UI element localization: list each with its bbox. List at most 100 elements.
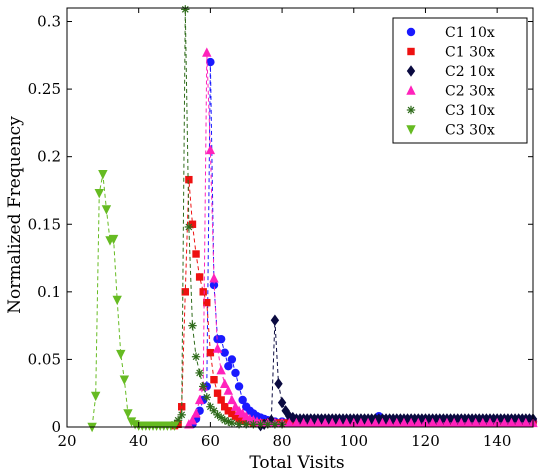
data-point <box>485 417 495 428</box>
data-point <box>427 417 438 428</box>
data-point <box>223 385 234 395</box>
asterisk-stroke <box>210 407 218 415</box>
series-c2-30x <box>184 47 538 429</box>
legend-marker <box>406 27 416 37</box>
data-point <box>341 417 352 428</box>
data-point <box>188 321 197 330</box>
data-point <box>119 375 130 385</box>
legend-marker <box>406 125 416 135</box>
legend: C1 10x C1 30x C2 10x C2 30x C3 10x C3 30x <box>392 17 528 144</box>
data-point <box>94 188 104 199</box>
data-point <box>181 5 190 14</box>
asterisk-stroke <box>407 106 415 114</box>
asterisk-stroke <box>214 411 221 419</box>
legend-label: C3 10x <box>445 103 495 119</box>
asterisk-stroke <box>221 416 229 424</box>
y-tick-label: 0.2 <box>37 148 61 166</box>
data-point <box>216 365 226 375</box>
data-point <box>227 418 237 428</box>
legend-label: C2 10x <box>445 64 495 80</box>
asterisk-stroke <box>196 369 204 377</box>
series-line <box>91 174 175 428</box>
x-tick-label: 120 <box>411 432 440 450</box>
data-point <box>199 382 208 391</box>
asterisk-stroke <box>189 322 196 330</box>
data-point <box>187 415 198 425</box>
legend-item: C2 30x <box>406 84 495 100</box>
series-line <box>260 320 533 427</box>
x-tick-label: 40 <box>129 432 148 450</box>
legend-marker <box>406 105 416 115</box>
x-tick-label: 80 <box>273 432 292 450</box>
asterisk-stroke <box>264 420 272 428</box>
legend-marker <box>406 85 416 95</box>
data-point <box>123 409 133 419</box>
data-point <box>463 417 474 428</box>
data-point <box>101 205 112 215</box>
data-point <box>506 417 517 428</box>
data-point <box>356 417 366 428</box>
data-point <box>195 368 204 378</box>
data-point <box>327 417 337 428</box>
data-point <box>184 222 194 232</box>
data-point <box>212 343 223 353</box>
asterisk-stroke <box>192 353 200 361</box>
data-point <box>521 417 531 428</box>
data-point <box>320 417 330 428</box>
data-point <box>470 417 481 428</box>
legend-item: C2 10x <box>406 64 495 80</box>
data-point <box>202 47 212 57</box>
data-point <box>238 395 247 405</box>
series-c2-10x <box>256 314 538 432</box>
legend-label: C1 30x <box>445 45 495 61</box>
asterisk-stroke <box>178 411 186 419</box>
data-point <box>206 57 215 67</box>
data-point <box>98 170 108 180</box>
data-point <box>284 417 294 428</box>
data-point <box>306 417 316 428</box>
data-point <box>213 389 222 397</box>
data-point <box>227 394 237 405</box>
data-point <box>199 288 207 296</box>
data-point <box>384 417 395 428</box>
asterisk-stroke <box>185 223 193 231</box>
data-point <box>177 410 186 420</box>
y-tick-label: 0.3 <box>37 13 61 31</box>
data-point <box>442 417 452 428</box>
data-point <box>194 394 205 405</box>
data-point <box>205 144 216 155</box>
data-point <box>227 355 237 364</box>
data-point <box>231 368 240 378</box>
x-tick-label: 140 <box>483 432 512 450</box>
legend-label: C3 30x <box>445 123 495 139</box>
asterisk-stroke <box>181 5 189 13</box>
data-point <box>217 396 225 404</box>
series-c3-10x <box>170 5 287 429</box>
series-line <box>174 9 283 425</box>
data-point <box>188 220 197 228</box>
y-tick-label: 0 <box>51 418 61 436</box>
data-point <box>178 403 186 411</box>
data-point <box>277 396 287 409</box>
data-point <box>513 417 524 428</box>
series-c3-30x <box>87 170 180 433</box>
asterisk-stroke <box>199 383 207 390</box>
data-point <box>449 417 459 428</box>
asterisk-stroke <box>228 419 236 427</box>
data-point <box>206 348 215 357</box>
legend-box <box>392 17 528 144</box>
asterisk-stroke <box>224 418 232 425</box>
data-point <box>216 334 226 344</box>
data-point <box>370 417 380 428</box>
data-point <box>224 361 233 371</box>
legend-marker <box>407 47 415 56</box>
plot-frame <box>66 7 534 428</box>
data-point <box>224 417 233 426</box>
legend-label: C1 10x <box>445 25 495 41</box>
legend-item: C1 30x <box>407 45 495 61</box>
data-point <box>108 234 119 245</box>
data-point <box>334 417 345 428</box>
x-tick-label: 100 <box>339 432 368 450</box>
y-tick-label: 0.15 <box>28 215 61 233</box>
legend-item: C1 10x <box>406 25 495 41</box>
